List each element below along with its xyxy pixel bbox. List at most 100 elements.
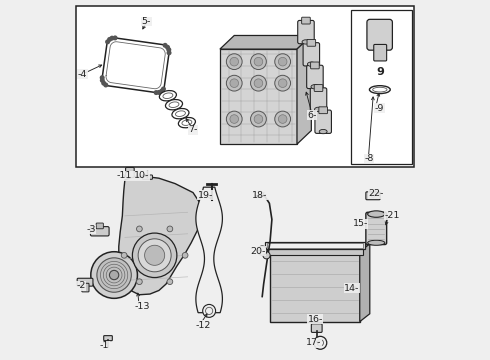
Text: 19-: 19- — [197, 191, 213, 200]
Ellipse shape — [302, 40, 310, 44]
Text: 20-: 20- — [250, 247, 266, 256]
Circle shape — [107, 37, 112, 42]
Circle shape — [113, 35, 118, 40]
Polygon shape — [220, 36, 311, 49]
Ellipse shape — [182, 120, 192, 125]
Circle shape — [122, 252, 127, 258]
Circle shape — [226, 111, 242, 127]
Circle shape — [165, 45, 170, 50]
Text: -13: -13 — [135, 302, 150, 311]
Text: 22-: 22- — [368, 189, 384, 198]
Ellipse shape — [169, 102, 179, 108]
Ellipse shape — [307, 62, 315, 66]
Circle shape — [263, 252, 270, 259]
Circle shape — [97, 258, 131, 292]
Circle shape — [182, 252, 188, 258]
Text: 5-: 5- — [142, 17, 151, 26]
FancyBboxPatch shape — [307, 65, 323, 89]
FancyBboxPatch shape — [298, 21, 314, 44]
FancyBboxPatch shape — [315, 110, 331, 134]
Circle shape — [100, 78, 105, 83]
Circle shape — [105, 39, 110, 44]
Circle shape — [91, 252, 137, 298]
Ellipse shape — [369, 86, 390, 94]
Circle shape — [163, 43, 168, 48]
Text: 18-: 18- — [252, 191, 267, 200]
Circle shape — [138, 239, 171, 272]
Circle shape — [167, 226, 173, 232]
Ellipse shape — [315, 107, 322, 112]
Text: -1: -1 — [100, 341, 109, 350]
Text: -2: -2 — [76, 281, 86, 290]
Circle shape — [132, 233, 177, 278]
Text: -9: -9 — [375, 104, 384, 113]
Ellipse shape — [368, 211, 385, 217]
FancyBboxPatch shape — [77, 278, 93, 286]
Circle shape — [254, 79, 263, 87]
Polygon shape — [119, 176, 202, 295]
FancyBboxPatch shape — [82, 283, 89, 292]
Text: 15-: 15- — [353, 219, 368, 228]
Circle shape — [230, 115, 239, 123]
Circle shape — [317, 339, 323, 346]
Text: -8: -8 — [364, 154, 373, 163]
Circle shape — [167, 50, 172, 55]
Ellipse shape — [159, 91, 176, 101]
Circle shape — [278, 57, 287, 66]
Ellipse shape — [172, 108, 189, 119]
Circle shape — [275, 54, 291, 69]
FancyBboxPatch shape — [374, 44, 387, 61]
Polygon shape — [360, 244, 370, 321]
FancyBboxPatch shape — [311, 62, 319, 69]
Circle shape — [101, 81, 106, 86]
Circle shape — [230, 57, 239, 66]
Circle shape — [159, 89, 164, 94]
Bar — [76, 6, 414, 167]
Circle shape — [250, 75, 267, 91]
Circle shape — [254, 115, 263, 123]
FancyBboxPatch shape — [96, 223, 103, 229]
Ellipse shape — [373, 87, 387, 92]
FancyBboxPatch shape — [104, 336, 112, 341]
Circle shape — [161, 86, 166, 91]
Circle shape — [314, 336, 327, 349]
FancyBboxPatch shape — [319, 107, 327, 114]
FancyBboxPatch shape — [143, 175, 152, 179]
Text: 10-: 10- — [134, 171, 149, 180]
Text: 6-: 6- — [307, 111, 317, 120]
Ellipse shape — [368, 240, 385, 245]
Polygon shape — [270, 244, 370, 252]
Bar — [351, 10, 412, 164]
Ellipse shape — [166, 99, 182, 110]
FancyBboxPatch shape — [125, 167, 134, 177]
FancyBboxPatch shape — [91, 226, 109, 236]
Circle shape — [145, 245, 165, 265]
Circle shape — [203, 305, 216, 318]
Circle shape — [137, 226, 142, 232]
FancyBboxPatch shape — [310, 88, 327, 111]
Polygon shape — [270, 252, 360, 321]
Text: -4: -4 — [78, 70, 87, 79]
Text: 14-: 14- — [344, 284, 360, 293]
Circle shape — [275, 111, 291, 127]
FancyBboxPatch shape — [367, 19, 392, 50]
FancyBboxPatch shape — [366, 192, 380, 200]
Circle shape — [371, 194, 375, 198]
Circle shape — [205, 307, 213, 315]
Ellipse shape — [178, 117, 196, 128]
Ellipse shape — [311, 85, 319, 89]
Circle shape — [109, 36, 115, 41]
Circle shape — [226, 75, 242, 91]
FancyBboxPatch shape — [302, 17, 310, 24]
Circle shape — [254, 57, 263, 66]
Text: 16-: 16- — [307, 315, 323, 324]
Circle shape — [278, 79, 287, 87]
Circle shape — [166, 47, 172, 52]
FancyBboxPatch shape — [307, 40, 316, 46]
Circle shape — [250, 111, 267, 127]
Circle shape — [137, 279, 142, 284]
Text: -12: -12 — [195, 321, 211, 330]
Text: -11: -11 — [117, 171, 132, 180]
FancyBboxPatch shape — [314, 85, 323, 91]
FancyBboxPatch shape — [311, 324, 322, 332]
